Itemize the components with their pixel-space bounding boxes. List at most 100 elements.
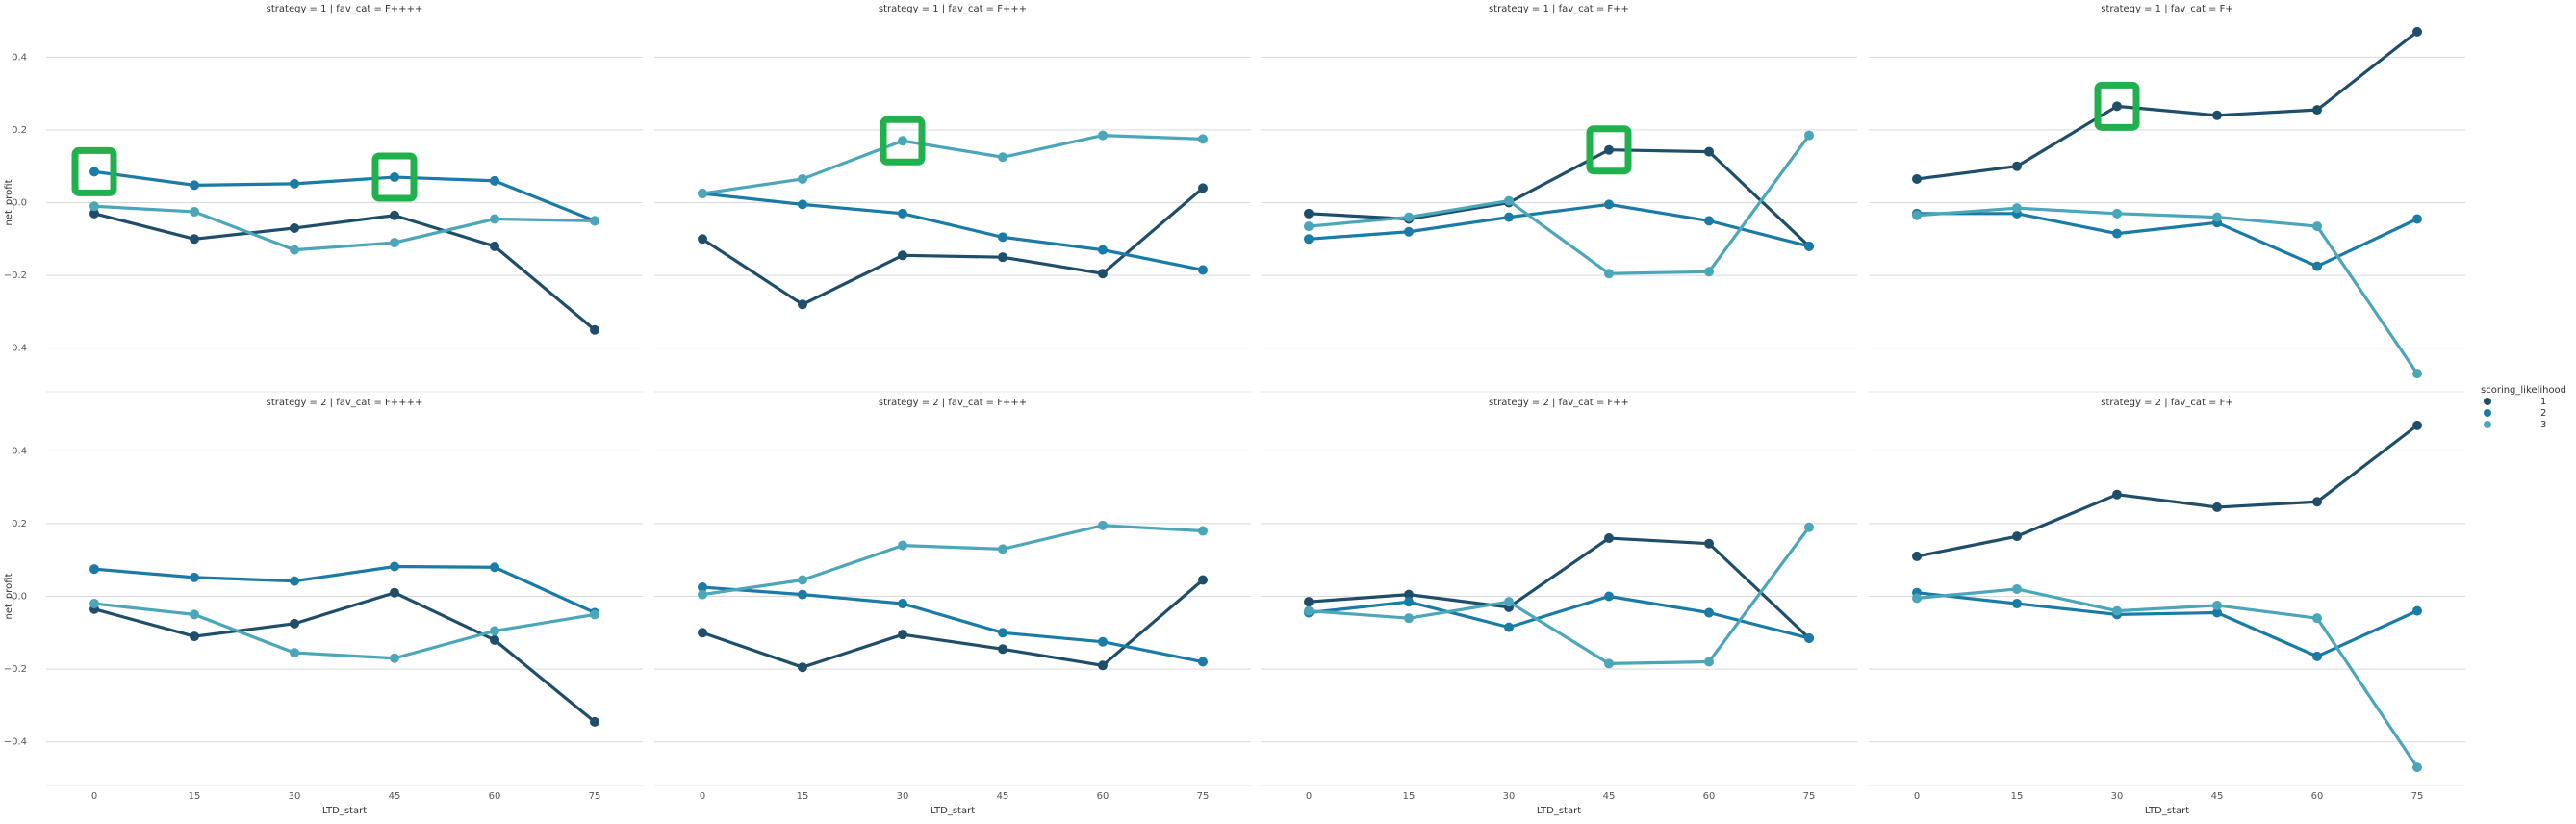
data-point — [1912, 593, 1922, 604]
x-tick-label: 75 — [1197, 791, 1210, 802]
data-point — [798, 299, 807, 310]
data-point — [390, 172, 399, 183]
x-tick-label: 45 — [2211, 791, 2224, 802]
series-line — [1916, 30, 2418, 181]
x-tick-label: 0 — [1914, 791, 1920, 802]
facet-panel: strategy = 1 | fav_cat = F+ — [1869, 4, 2465, 393]
data-point — [1504, 622, 1514, 632]
facet-panel: strategy = 2 | fav_cat = F++++ 0.4 0.2 0.0 −… — [4, 398, 643, 816]
data-point — [2112, 605, 2122, 616]
data-point — [1098, 245, 1108, 255]
y-tick-label: 0.0 — [12, 592, 27, 603]
data-point — [290, 222, 299, 233]
series-line — [1308, 594, 1810, 640]
data-point — [1604, 144, 1614, 155]
series-line — [1917, 212, 2418, 269]
y-tick-label: 0.2 — [12, 519, 27, 529]
facet-panel: strategy = 1 | fav_cat = F++++ 0.4 0.2 0.0 −… — [4, 4, 643, 393]
series-line — [93, 602, 596, 660]
data-point — [1504, 597, 1514, 607]
data-point — [89, 208, 99, 219]
highlight-box — [371, 152, 418, 202]
data-point — [89, 167, 99, 177]
data-point — [998, 252, 1007, 263]
data-point — [2312, 613, 2322, 624]
series-line — [1308, 134, 1811, 275]
data-point — [490, 562, 499, 573]
data-point — [1198, 657, 1208, 667]
x-tick-label: 15 — [1403, 791, 1416, 802]
data-point — [2412, 26, 2422, 37]
data-point — [490, 175, 499, 186]
data-point — [798, 662, 807, 673]
data-point — [1704, 216, 1714, 226]
data-point — [1504, 195, 1514, 206]
data-point — [2112, 489, 2122, 500]
data-point — [1304, 221, 1314, 232]
data-point — [1804, 632, 1814, 643]
x-tick-label: 45 — [1603, 791, 1616, 802]
x-tick-label: 60 — [1703, 791, 1716, 802]
data-point — [1198, 575, 1208, 585]
data-point — [998, 628, 1007, 638]
y-tick-label: 0.4 — [12, 446, 27, 456]
data-point — [698, 234, 707, 245]
data-point — [898, 630, 907, 640]
data-point — [390, 587, 399, 598]
data-point — [698, 582, 707, 593]
data-point — [1198, 265, 1208, 275]
data-point — [2012, 583, 2022, 594]
x-tick-label: 15 — [2011, 791, 2024, 802]
legend-label: 1 — [2540, 397, 2546, 407]
legend-title: scoring_likelihood — [2481, 385, 2566, 396]
data-point — [590, 609, 599, 620]
data-point — [390, 238, 399, 248]
y-tick-label: 0.2 — [12, 125, 27, 136]
data-point — [590, 216, 599, 226]
panel-title: strategy = 2 | fav_cat = F+++ — [879, 398, 1027, 408]
data-point — [89, 599, 99, 609]
series-line — [701, 192, 1204, 271]
facet-panel: strategy = 1 | fav_cat = F+++ — [654, 4, 1251, 393]
series-line — [1916, 591, 2418, 658]
panel-title: strategy = 2 | fav_cat = F+ — [2101, 398, 2233, 408]
data-point — [590, 324, 599, 335]
y-axis-label: net_profit — [4, 573, 14, 619]
data-point — [490, 626, 499, 636]
data-point — [2312, 651, 2322, 661]
data-point — [1404, 613, 1414, 624]
data-point — [390, 653, 399, 663]
highlight-box — [880, 116, 926, 166]
data-point — [898, 250, 907, 261]
data-point — [1804, 130, 1814, 141]
y-tick-label: 0.0 — [12, 198, 27, 209]
series-line — [1916, 587, 2419, 768]
legend-entries: 123 — [2484, 397, 2546, 430]
data-point — [798, 173, 807, 184]
data-point — [1304, 605, 1314, 616]
data-point — [89, 201, 99, 212]
data-point — [1198, 183, 1208, 193]
x-tick-label: 30 — [1503, 791, 1516, 802]
x-axis-label: LTD_start — [1537, 806, 1581, 816]
series-line — [1308, 526, 1811, 666]
series-line — [1916, 424, 2418, 558]
legend-marker — [2484, 409, 2491, 417]
data-point — [798, 589, 807, 600]
data-point — [190, 572, 199, 582]
panel-title: strategy = 1 | fav_cat = F++ — [1489, 4, 1629, 14]
panel-title: strategy = 2 | fav_cat = F++++ — [267, 398, 423, 408]
data-point — [1404, 589, 1414, 600]
y-axis-label: net_profit — [4, 179, 14, 225]
data-point — [1912, 210, 1922, 220]
data-point — [2412, 214, 2422, 224]
data-point — [190, 234, 199, 245]
x-tick-label: 30 — [897, 791, 909, 802]
data-point — [798, 199, 807, 210]
series-line — [701, 187, 1205, 306]
series-line — [701, 524, 1204, 597]
data-point — [1604, 591, 1614, 602]
series-line — [1308, 148, 1811, 248]
data-point — [490, 214, 499, 224]
data-point — [1404, 212, 1414, 222]
